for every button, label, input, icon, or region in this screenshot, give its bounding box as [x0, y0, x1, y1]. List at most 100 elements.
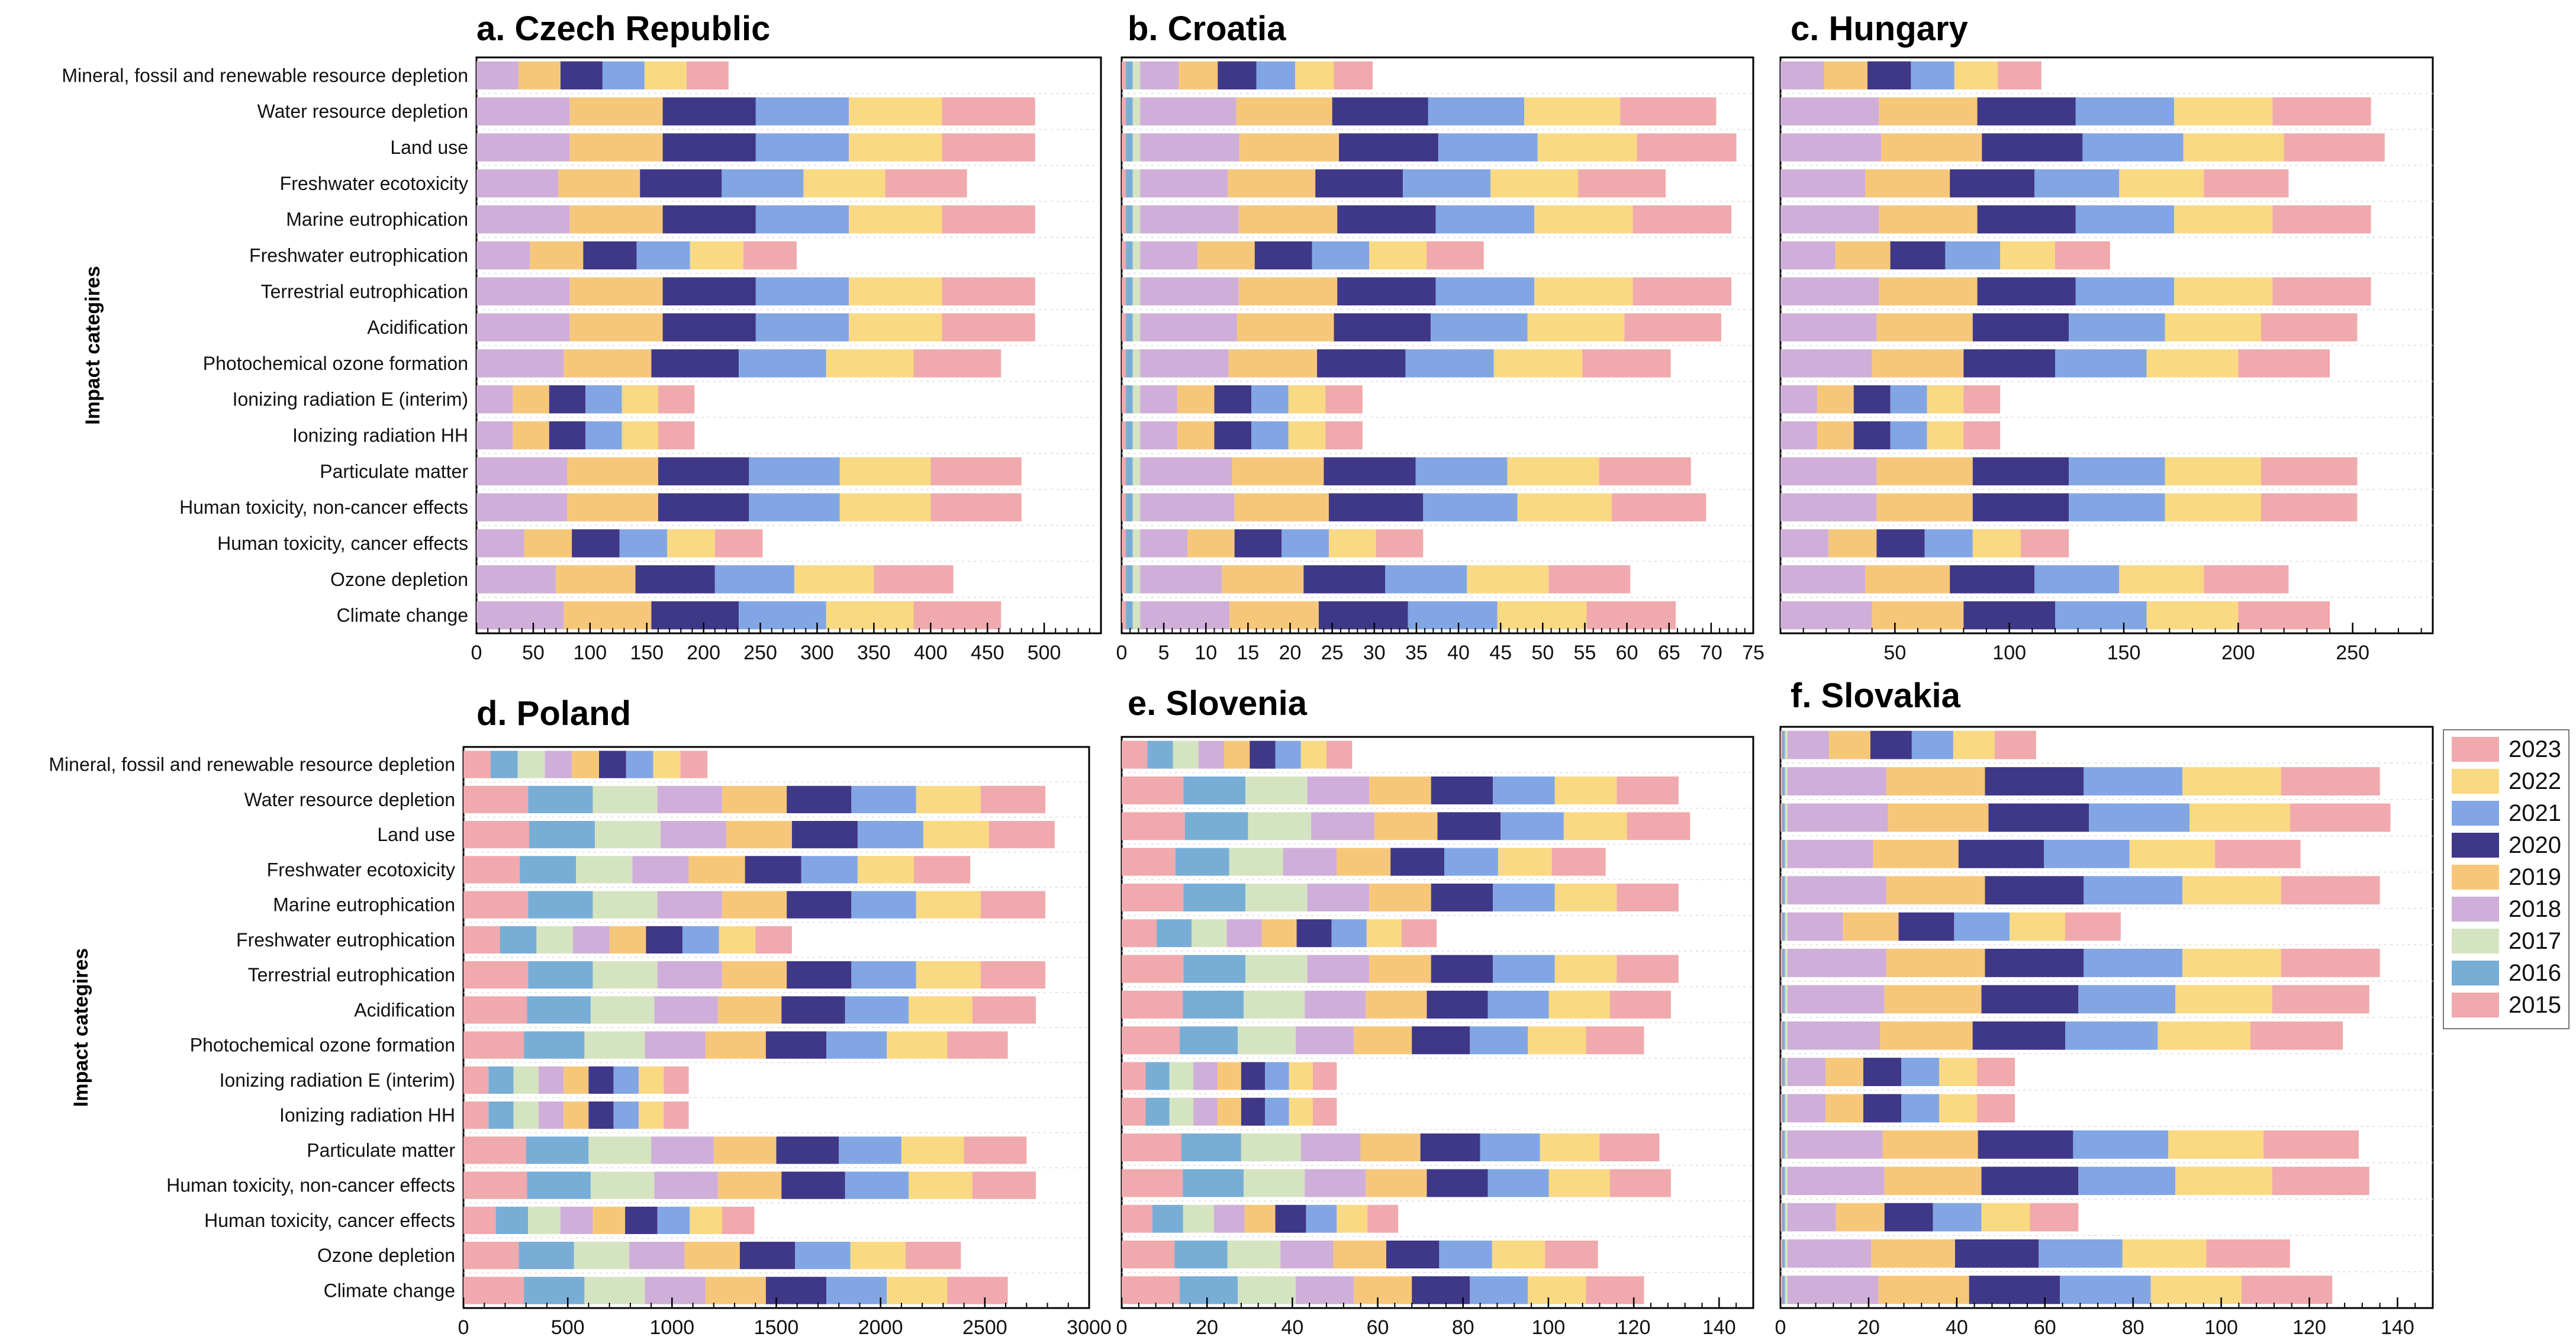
bar-2019 [1836, 1203, 1885, 1232]
legend-swatch-2016 [2452, 961, 2499, 985]
bar-2023 [947, 1031, 1008, 1059]
bar-2016 [1782, 1094, 1785, 1123]
tick-label: 5 [1158, 642, 1170, 664]
tick-label: 200 [687, 642, 720, 664]
bar-2018 [538, 1101, 564, 1129]
bar-2016 [1126, 385, 1133, 414]
bar-2023 [743, 241, 797, 270]
category-label: Ionizing radiation E (interim) [220, 1070, 455, 1091]
bar-2019 [1239, 133, 1339, 162]
bar-2020 [1977, 97, 2076, 125]
bar-2019 [1217, 1097, 1241, 1126]
bar-2022 [638, 1101, 664, 1129]
bar-2021 [1428, 97, 1525, 125]
bar-2018 [1283, 848, 1337, 876]
bar-2022 [2182, 876, 2281, 905]
bar-2015 [1122, 1026, 1180, 1055]
bar-2020 [1431, 776, 1493, 804]
bar-2015 [1780, 1203, 1782, 1232]
bar-2020 [1978, 1130, 2073, 1159]
tick-label: 80 [2122, 1316, 2144, 1339]
bar-2017 [1132, 97, 1141, 125]
bar-2017 [1132, 61, 1141, 90]
panel-title: f. Slovakia [1791, 677, 1961, 715]
bar-2019 [1879, 97, 1978, 125]
bar-2015 [463, 750, 491, 778]
legend-swatch-2019 [2452, 865, 2499, 890]
bar-2018 [476, 349, 564, 378]
bar-2015 [1122, 1169, 1183, 1197]
bar-2019 [1354, 1026, 1412, 1055]
bar-2023 [664, 1066, 689, 1094]
bar-2020 [1315, 169, 1403, 198]
bar-2019 [1825, 1094, 1863, 1123]
bar-2022 [2182, 949, 2281, 977]
bar-2020 [646, 926, 682, 954]
bar-2015 [1780, 1275, 1782, 1304]
bar-2018 [1140, 205, 1239, 234]
bar-2019 [1224, 740, 1250, 769]
tick-label: 40 [1281, 1316, 1303, 1339]
bar-2019 [1234, 493, 1329, 521]
bar-2022 [1927, 421, 1964, 450]
bar-2020 [1431, 955, 1493, 983]
bar-2021 [2034, 565, 2120, 594]
bar-2021 [1493, 883, 1555, 911]
bar-2018 [1787, 1203, 1836, 1232]
tick-label: 150 [630, 642, 664, 664]
category-label: Freshwater eutrophication [249, 244, 468, 266]
bar-2018 [1213, 1204, 1245, 1233]
category-label: Ozone depletion [330, 569, 468, 590]
bar-2023 [2238, 601, 2330, 630]
panel-1: b. Croatia 0 5 10 15 20 25 30 35 40 45 50 55 60 65 70 75 [1116, 9, 1764, 664]
bar-2020 [588, 1101, 614, 1129]
bar-2019 [1872, 601, 1964, 630]
bar-2021 [839, 1136, 901, 1164]
bar-2020 [1981, 1167, 2079, 1196]
bar-2017 [1132, 385, 1141, 414]
bar-2016 [527, 1171, 591, 1199]
bar-2021 [1480, 1133, 1540, 1162]
bar-2019 [513, 421, 549, 450]
tick-label: 60 [2034, 1316, 2056, 1339]
bar-2022 [2129, 839, 2216, 868]
bar-2016 [1782, 1167, 1785, 1196]
bar-2020 [1985, 767, 2084, 795]
bar-2020 [1890, 241, 1946, 270]
bar-2019 [1177, 421, 1215, 450]
bar-2016 [1183, 1169, 1244, 1197]
bar-2019 [1886, 876, 1985, 905]
bar-2019 [1333, 1241, 1386, 1269]
bar-2015 [1122, 169, 1126, 198]
bar-2022 [1540, 1133, 1600, 1162]
bar-2023 [2272, 985, 2369, 1014]
bar-2021 [1265, 1097, 1289, 1126]
bar-2018 [1193, 1062, 1218, 1090]
bar-2023 [1427, 241, 1484, 270]
bar-2020 [1427, 990, 1488, 1019]
tick-label: 100 [1992, 642, 2026, 664]
bar-2018 [657, 891, 722, 919]
bar-2019 [556, 565, 636, 594]
bar-2021 [1954, 912, 2010, 941]
bar-2021 [1901, 1094, 1940, 1123]
bar-2017 [590, 996, 655, 1024]
bar-2021 [714, 565, 795, 594]
bar-2021 [1493, 776, 1555, 804]
bar-2022 [1497, 601, 1587, 630]
bar-2017 [1785, 1167, 1788, 1196]
bar-2017 [1169, 1097, 1194, 1126]
bar-2021 [1924, 529, 1973, 558]
bar-2022 [2174, 277, 2273, 305]
bar-2023 [885, 169, 967, 198]
bar-2019 [1217, 1062, 1241, 1090]
bar-2021 [851, 891, 916, 919]
bar-2018 [1226, 919, 1262, 948]
bar-2021 [755, 205, 849, 234]
bar-2015 [1122, 385, 1126, 414]
bar-2019 [1228, 169, 1316, 198]
bar-2021 [1470, 1026, 1528, 1055]
tick-label: 2000 [858, 1316, 903, 1339]
bar-2019 [513, 385, 549, 414]
